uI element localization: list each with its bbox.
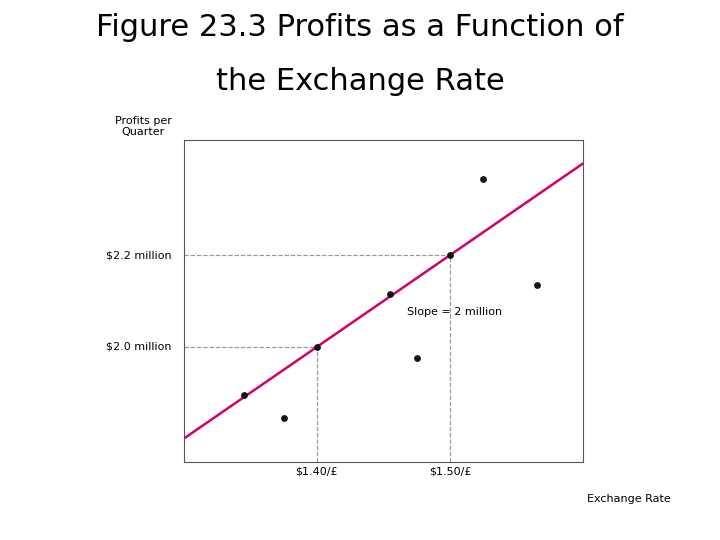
Point [278, 414, 289, 422]
Text: Profits per
Quarter: Profits per Quarter [114, 116, 171, 137]
Text: Exchange Rate: Exchange Rate [588, 494, 671, 504]
Point [531, 281, 542, 289]
Point [384, 290, 396, 299]
Point [311, 343, 323, 352]
Text: $2.2 million: $2.2 million [106, 250, 171, 260]
Point [238, 391, 249, 400]
Point [444, 251, 456, 259]
Point [411, 354, 423, 363]
Text: Figure 23.3 Profits as a Function of: Figure 23.3 Profits as a Function of [96, 14, 624, 43]
Text: Slope = 2 million: Slope = 2 million [408, 307, 503, 317]
Text: $2.0 million: $2.0 million [106, 342, 171, 352]
Point [477, 175, 489, 184]
Text: the Exchange Rate: the Exchange Rate [215, 68, 505, 97]
